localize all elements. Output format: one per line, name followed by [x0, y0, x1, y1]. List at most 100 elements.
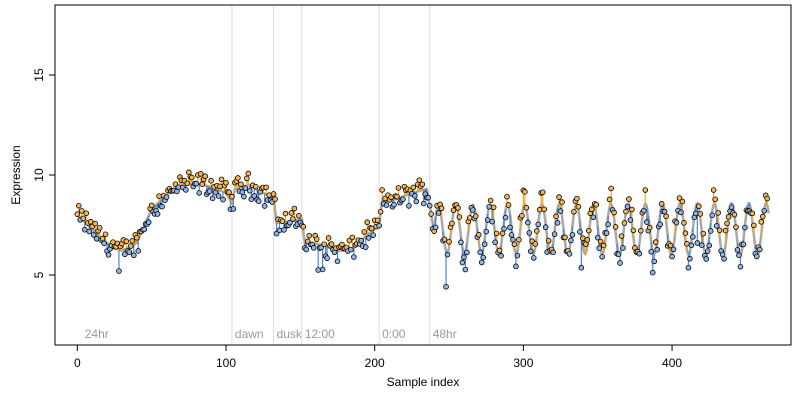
- data-point: [487, 197, 494, 204]
- data-point: [80, 215, 87, 222]
- data-point: [713, 223, 720, 229]
- y-tick-label: 5: [32, 271, 46, 278]
- data-point: [435, 210, 442, 216]
- data-point: [351, 254, 357, 260]
- data-point: [535, 221, 542, 228]
- data-point: [206, 188, 213, 194]
- data-point: [530, 255, 537, 261]
- data-point: [620, 245, 626, 251]
- data-point: [449, 220, 455, 227]
- data-point: [441, 236, 448, 243]
- data-point: [238, 181, 244, 188]
- data-point: [481, 241, 488, 248]
- data-point: [615, 251, 622, 258]
- data-point: [737, 263, 744, 270]
- data-point: [99, 235, 106, 242]
- data-point: [618, 233, 625, 239]
- data-point: [725, 214, 732, 220]
- data-point: [122, 251, 128, 258]
- data-point: [154, 211, 161, 217]
- data-point: [606, 196, 613, 203]
- data-point: [394, 193, 400, 200]
- data-point: [235, 175, 241, 181]
- data-point: [596, 245, 602, 251]
- data-point: [456, 214, 463, 220]
- data-point: [96, 224, 103, 231]
- data-point: [287, 219, 293, 226]
- data-point: [148, 202, 155, 209]
- data-point: [562, 234, 568, 241]
- data-point: [486, 203, 492, 210]
- data-point: [536, 206, 543, 213]
- data-point: [126, 249, 133, 255]
- data-point: [630, 227, 637, 234]
- data-point: [272, 196, 278, 202]
- data-point: [324, 255, 330, 261]
- data-point: [597, 238, 604, 245]
- data-point: [325, 235, 332, 241]
- data-point: [426, 202, 433, 209]
- data-point: [116, 268, 122, 274]
- data-point: [102, 231, 109, 238]
- data-point: [319, 266, 326, 273]
- data-point: [678, 209, 684, 216]
- data-point: [734, 247, 741, 253]
- data-point: [627, 217, 634, 223]
- data-point: [93, 235, 100, 242]
- annotation-label-3: 12:00: [305, 327, 335, 341]
- data-point: [554, 220, 561, 226]
- x-tick-label: 200: [365, 356, 385, 370]
- data-point: [131, 252, 137, 259]
- data-point: [681, 220, 687, 226]
- data-point: [652, 239, 659, 245]
- data-point: [624, 203, 631, 210]
- data-point: [704, 248, 711, 254]
- data-point: [504, 193, 510, 200]
- data-point: [306, 232, 313, 239]
- data-point: [296, 212, 302, 219]
- data-point: [313, 236, 320, 242]
- data-point: [362, 244, 369, 250]
- data-point: [290, 216, 296, 222]
- data-point: [669, 253, 675, 260]
- data-point: [556, 194, 562, 200]
- data-point: [455, 205, 461, 211]
- data-point: [593, 201, 600, 208]
- data-point: [623, 208, 629, 215]
- data-point: [334, 258, 341, 265]
- data-point: [209, 195, 216, 202]
- x-axis: 0 100 200 300 400: [74, 344, 682, 370]
- data-point: [629, 206, 635, 213]
- data-point: [276, 227, 283, 234]
- data-point: [208, 177, 214, 184]
- data-point: [585, 227, 592, 234]
- data-point: [74, 211, 81, 217]
- y-axis-title: Expression: [9, 145, 23, 204]
- data-point: [731, 211, 738, 218]
- data-point: [574, 195, 580, 202]
- data-point: [478, 259, 485, 266]
- data-point: [715, 210, 721, 216]
- annotation-label-5: 48hr: [433, 327, 457, 341]
- data-point: [693, 210, 699, 217]
- data-point: [612, 224, 619, 230]
- data-point: [670, 246, 677, 253]
- data-point: [697, 211, 704, 217]
- data-point: [493, 230, 500, 237]
- data-point: [578, 264, 585, 271]
- data-point: [694, 240, 701, 246]
- data-point: [496, 247, 503, 254]
- data-point: [242, 185, 249, 191]
- data-point: [156, 193, 162, 199]
- annotation-label-0: 24hr: [85, 327, 109, 341]
- data-point: [291, 205, 298, 212]
- data-point: [315, 267, 321, 273]
- data-point: [212, 189, 219, 196]
- annotation-label-2: dusk: [277, 327, 303, 341]
- data-point: [749, 210, 756, 217]
- data-point: [133, 234, 140, 241]
- data-point: [75, 202, 82, 209]
- data-point: [197, 171, 204, 177]
- data-point: [183, 187, 189, 193]
